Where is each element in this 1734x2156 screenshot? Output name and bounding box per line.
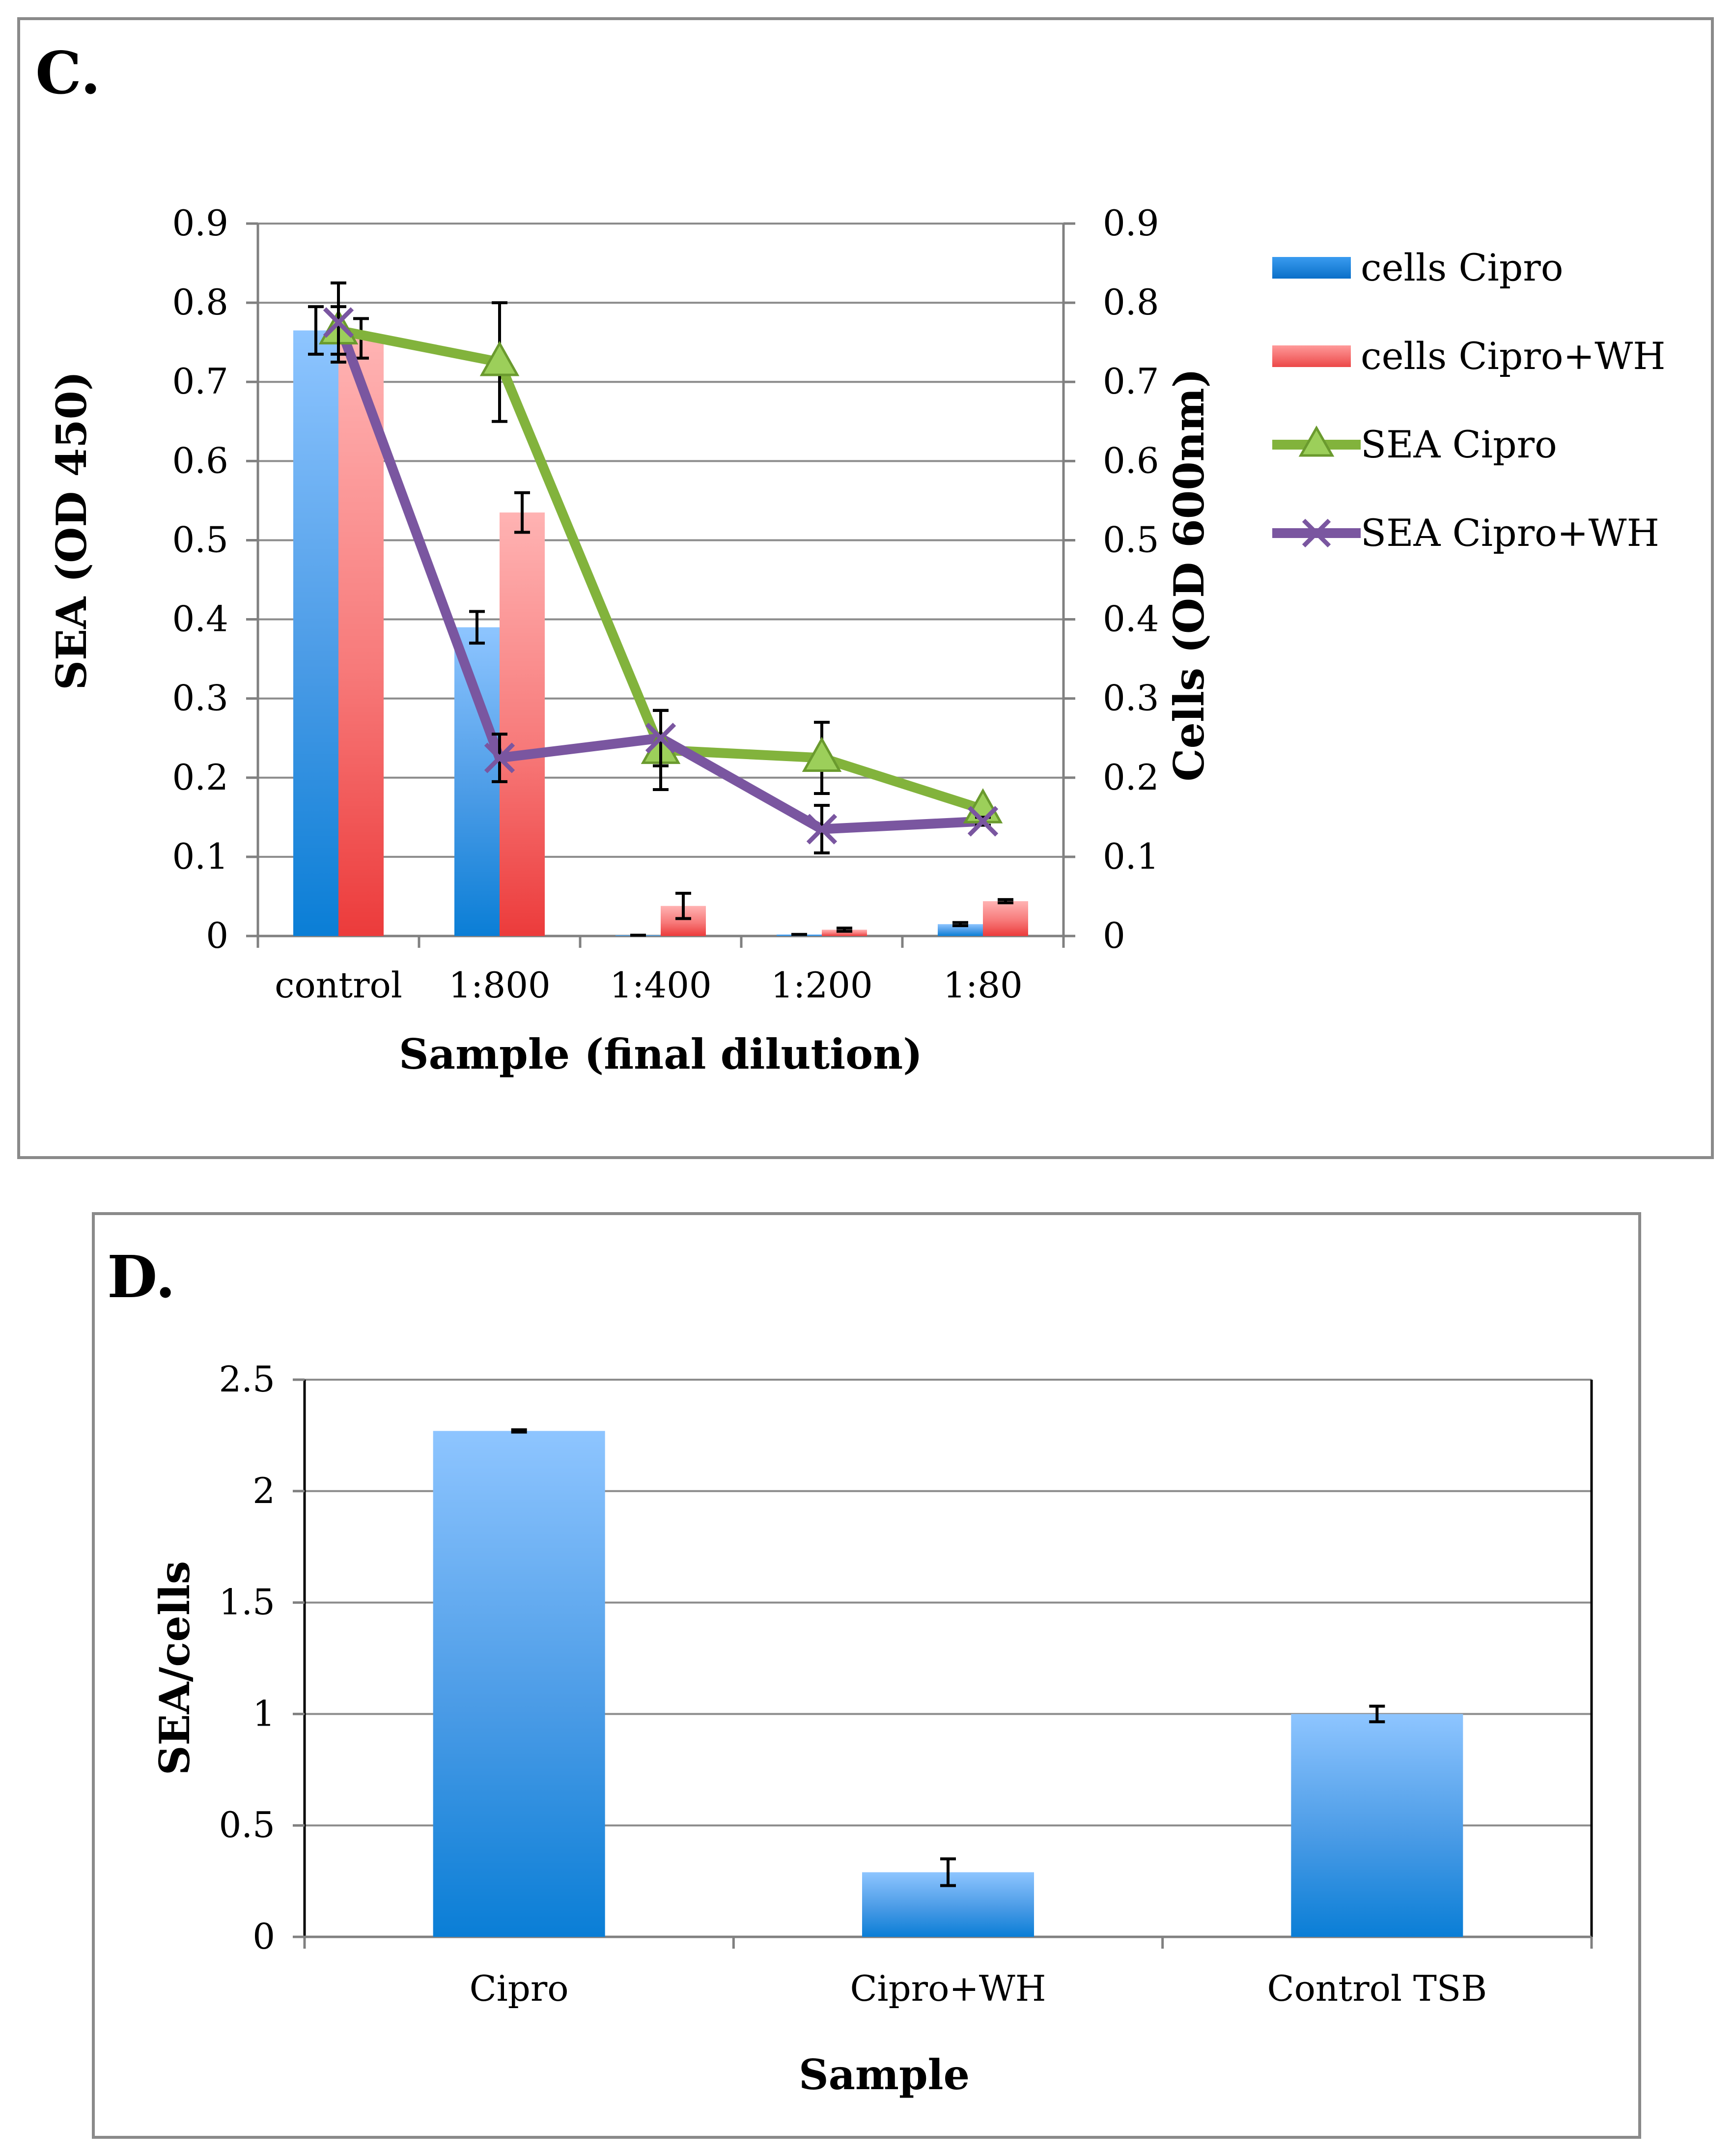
y-tick-label-right: 0.3 [1103, 678, 1159, 719]
y-tick-label-left: 0 [206, 915, 228, 956]
legend-label-cells-cipro: cells Cipro [1361, 246, 1564, 289]
y-tick-label: 2 [252, 1470, 275, 1511]
x-tick-label: Control TSB [1267, 1968, 1487, 2009]
y-tick-label-right: 0 [1103, 915, 1125, 956]
y-tick-label-right: 0.7 [1103, 361, 1159, 402]
panel-d-label: D. [107, 1243, 175, 1311]
bar-sea-cells [433, 1431, 605, 1937]
legend-marker-triangle [1298, 425, 1335, 457]
legend-label-sea-cipro-wh: SEA Cipro+WH [1361, 511, 1659, 555]
bar-cells-cipro-wh [983, 901, 1028, 936]
marker-x [967, 806, 999, 837]
panel-d-frame [92, 1212, 1641, 2139]
y-tick-label-right: 0.1 [1103, 836, 1159, 877]
y-tick-label-left: 0.9 [172, 202, 228, 244]
y-tick-label-right: 0.6 [1103, 440, 1159, 481]
y-tick-label-left: 0.5 [172, 519, 228, 560]
bar-sea-cells [1291, 1714, 1463, 1937]
legend-label-sea-cipro: SEA Cipro [1361, 423, 1557, 466]
y-tick-label: 1 [252, 1693, 275, 1734]
marker-x [806, 814, 838, 845]
y-tick-label: 0 [252, 1916, 275, 1957]
error-bar [998, 898, 1013, 905]
error-bar [940, 1857, 956, 1887]
error-bar [952, 921, 968, 928]
y-tick-label-right: 0.4 [1103, 598, 1159, 640]
y-tick-label-left: 0.3 [172, 678, 228, 719]
marker-x [484, 742, 515, 773]
panel-d-chart: 0 0.5 1 1.5 2 2.5 Cipro Cipro+WH Control TSB Samp… [150, 1359, 1593, 2099]
marker-x [323, 307, 354, 338]
error-bar [675, 892, 691, 920]
y-tick-label-right: 0.9 [1103, 202, 1159, 244]
bar-cells-cipro-wh [500, 512, 545, 936]
y-tick-label-left: 0.8 [172, 282, 228, 323]
error-bar [511, 1428, 527, 1434]
y-tick-label: 0.5 [219, 1804, 275, 1845]
legend-swatch-cells-cipro [1272, 257, 1351, 279]
y-tick-label: 1.5 [219, 1582, 275, 1623]
x-tick-label: control [275, 965, 402, 1006]
panel-c-label: C. [35, 39, 101, 107]
legend-marker-x [1302, 518, 1331, 548]
y-tick-label-left: 0.4 [172, 598, 228, 640]
y-axis-title-right: Cells (OD 600nm) [1165, 369, 1213, 782]
error-bar [514, 491, 530, 534]
marker-triangle [802, 737, 842, 772]
x-tick-label: Cipro+WH [850, 1968, 1046, 2009]
error-bar [469, 610, 485, 645]
y-tick-label-left: 0.2 [172, 757, 228, 798]
legend-swatch-cells-cipro-wh [1272, 345, 1351, 367]
y-tick-label-right: 0.2 [1103, 757, 1159, 798]
bar-cells-cipro-wh [822, 930, 867, 936]
y-tick-label-left: 0.7 [172, 361, 228, 402]
y-axis-title-left: SEA (OD 450) [47, 371, 96, 690]
panel-c-chart: 0 0 0.1 0.1 0.2 0.2 0.3 0.3 0.4 0.4 0.5 0.5 0.6 0.6 0.… [47, 202, 1666, 1078]
error-bar [1369, 1704, 1385, 1724]
x-axis-title: Sample [799, 2050, 970, 2099]
x-tick-label: 1:200 [771, 965, 873, 1006]
y-tick-label-left: 0.1 [172, 836, 228, 877]
y-tick-label-right: 0.5 [1103, 519, 1159, 560]
marker-triangle [479, 340, 520, 376]
legend-label-cells-cipro-wh: cells Cipro+WH [1361, 334, 1666, 378]
x-axis-title: Sample (final dilution) [399, 1030, 923, 1078]
error-bar [837, 926, 852, 933]
x-tick-label: Cipro [470, 1968, 569, 2009]
bar-cells-cipro [293, 330, 338, 936]
x-tick-label: 1:800 [448, 965, 551, 1006]
y-tick-label: 2.5 [219, 1359, 275, 1400]
y-tick-label-left: 0.6 [172, 440, 228, 481]
x-tick-label: 1:400 [610, 965, 712, 1006]
y-axis-title: SEA/cells [150, 1561, 199, 1775]
error-bar [308, 305, 324, 356]
marker-x [645, 723, 676, 754]
x-tick-label: 1:80 [943, 965, 1023, 1006]
y-tick-label-right: 0.8 [1103, 282, 1159, 323]
